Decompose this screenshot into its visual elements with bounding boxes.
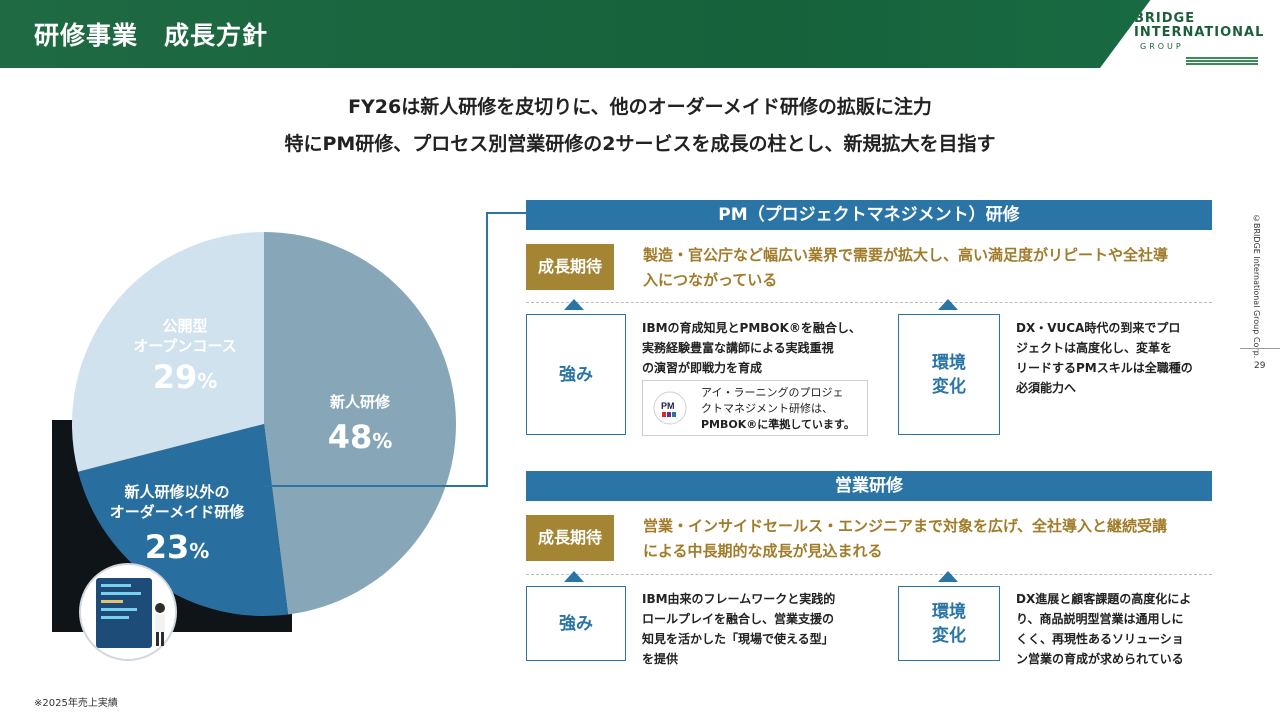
pm-strength-box: 強み bbox=[526, 314, 626, 435]
logo-line-1: BRIDGE bbox=[1134, 11, 1196, 26]
page-number: 29 bbox=[1254, 361, 1266, 371]
arrow-up-icon bbox=[938, 571, 958, 582]
sales-training-header: 営業研修 bbox=[526, 471, 1212, 501]
sales-strength-desc: IBM由来のフレームワークと実践的 ロールプレイを融合し、営業支援の 知見を活か… bbox=[642, 592, 836, 666]
page-title: 研修事業 成長方針 bbox=[34, 21, 269, 50]
arrow-up-icon bbox=[938, 299, 958, 310]
arrow-up-icon bbox=[564, 299, 584, 310]
logo-stripes bbox=[1186, 57, 1258, 65]
title-bar: 研修事業 成長方針 BRIDGE INTERNATIONAL GROUP bbox=[0, 0, 1280, 68]
sales-composition-chart: 新人研修 48% 公開型 オープンコース 29% 新人研修以外の オーダーメイド… bbox=[0, 160, 500, 670]
pie-slice-custom-training bbox=[78, 424, 289, 616]
slice-value: 23% bbox=[144, 528, 210, 566]
slice-name-line-1: 公開型 bbox=[162, 317, 208, 335]
slice-name-line-2: オープンコース bbox=[133, 337, 237, 355]
connector-to-pm bbox=[486, 212, 528, 214]
pmi-certification-badge: PM アイ・ラーニングのプロジェ クトマネジメント研修は、 PMBOK®に準拠し… bbox=[642, 380, 868, 436]
pmi-logo-icon: PM bbox=[653, 391, 687, 425]
logo-line-2: INTERNATIONAL bbox=[1134, 25, 1265, 40]
pm-strength-desc: IBMの育成知見とPMBOK®を融合し、 実務経験豊富な講師による実践重視 の演… bbox=[642, 321, 861, 375]
connector-horizontal bbox=[264, 485, 488, 487]
certification-text: アイ・ラーニングのプロジェ クトマネジメント研修は、 PMBOK®に準拠していま… bbox=[701, 386, 855, 431]
svg-text:PM: PM bbox=[661, 401, 675, 411]
slice-name-line-1: 新人研修以外の bbox=[124, 483, 230, 501]
logo-area: BRIDGE INTERNATIONAL GROUP bbox=[1100, 0, 1280, 68]
headline-line-2: 特にPM研修、プロセス別営業研修の2サービスを成長の柱とし、新規拡大を目指す bbox=[284, 133, 996, 155]
logo-line-3: GROUP bbox=[1140, 42, 1184, 51]
pie-slice-new-hire bbox=[264, 232, 457, 615]
slice-value: 48% bbox=[327, 418, 393, 456]
slice-label-new-hire: 新人研修 48% bbox=[300, 392, 420, 460]
headline-line-1: FY26は新人研修を皮切りに、他のオーダーメイド研修の拡販に注力 bbox=[348, 96, 932, 118]
pm-growth-tag: 成長期待 bbox=[526, 244, 614, 290]
copyright-note: ©BRIDGE International Group Corp. bbox=[1252, 214, 1261, 359]
pm-growth-text: 製造・官公庁など幅広い業界で需要が拡大し、高い満足度がリピートや全社導 入につな… bbox=[643, 246, 1169, 289]
slice-label-open-course: 公開型 オープンコース 29% bbox=[95, 316, 275, 400]
sales-growth-tag: 成長期待 bbox=[526, 515, 614, 561]
sales-divider bbox=[526, 574, 1212, 575]
pm-divider bbox=[526, 302, 1212, 303]
pie-slice-open-course bbox=[72, 232, 264, 472]
sales-environment-box: 環境 変化 bbox=[898, 586, 1000, 661]
side-divider bbox=[1240, 348, 1280, 349]
slice-label-custom-training: 新人研修以外の オーダーメイド研修 23% bbox=[84, 482, 270, 570]
connector-vertical bbox=[486, 212, 488, 487]
slice-name-line-2: オーダーメイド研修 bbox=[109, 503, 245, 521]
pie-chart bbox=[52, 232, 457, 661]
footnote: ※2025年売上実績 bbox=[34, 698, 118, 709]
sales-environment-desc: DX進展と顧客課題の高度化によ り、商品説明型営業は通用しに くく、再現性あるソ… bbox=[1016, 592, 1192, 666]
company-logo: BRIDGE INTERNATIONAL GROUP bbox=[1134, 11, 1265, 65]
sales-strength-box: 強み bbox=[526, 586, 626, 661]
slice-value: 29% bbox=[152, 358, 218, 396]
pm-environment-box: 環境 変化 bbox=[898, 314, 1000, 435]
pm-training-header: PM（プロジェクトマネジメント）研修 bbox=[526, 200, 1212, 230]
pm-environment-desc: DX・VUCA時代の到来でプロ ジェクトは高度化し、変革を リードするPMスキル… bbox=[1016, 321, 1193, 395]
arrow-up-icon bbox=[564, 571, 584, 582]
slice-name: 新人研修 bbox=[329, 393, 390, 411]
developer-illustration-icon bbox=[79, 563, 177, 661]
sales-growth-text: 営業・インサイドセールス・エンジニアまで対象を広げ、全社導入と継続受講 による中… bbox=[643, 517, 1167, 560]
